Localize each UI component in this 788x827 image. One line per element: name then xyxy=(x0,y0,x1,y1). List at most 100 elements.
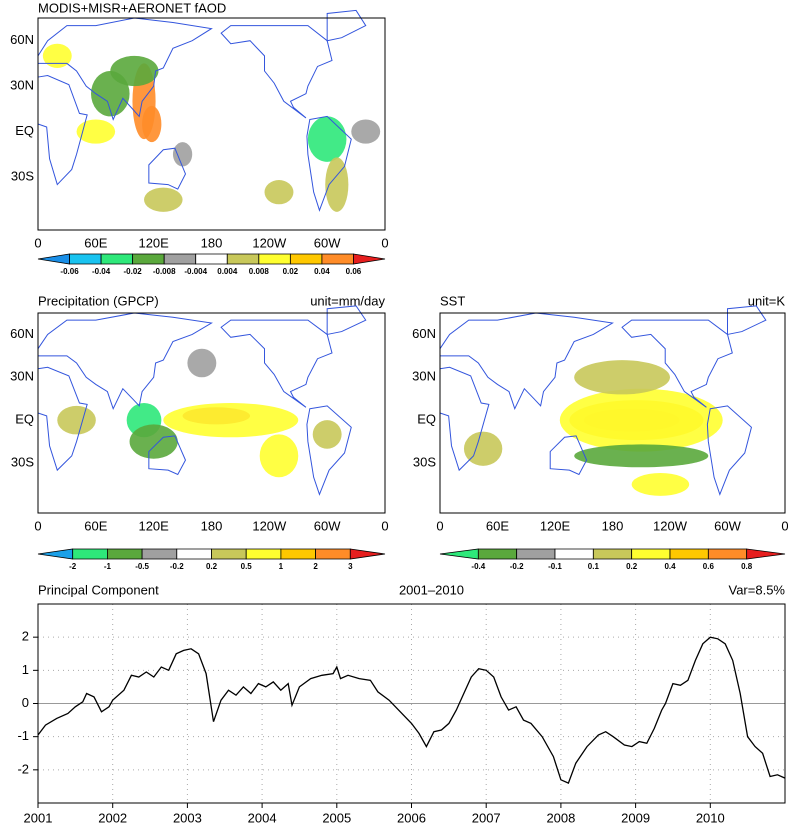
lat-label: 30S xyxy=(11,168,34,183)
map-shading xyxy=(325,157,349,212)
map-title: SST xyxy=(440,293,465,308)
lon-label: 120W xyxy=(653,518,688,533)
colorbar-swatch xyxy=(176,548,212,560)
lat-label: 60N xyxy=(10,326,34,341)
coastline xyxy=(220,25,333,119)
lat-label: EQ xyxy=(15,412,34,427)
colorbar-swatch xyxy=(353,253,386,265)
colorbar-label: -0.008 xyxy=(153,267,176,276)
colorbar-swatch xyxy=(69,253,102,265)
lat-label: EQ xyxy=(15,123,34,138)
lat-label: 30S xyxy=(413,454,436,469)
map-shading xyxy=(574,360,670,395)
lon-label: 60W xyxy=(714,518,741,533)
colorbar-swatch xyxy=(141,548,178,560)
lon-label: 60E xyxy=(84,518,107,533)
colorbar-label: 0.8 xyxy=(741,562,753,571)
colorbar-label: -0.004 xyxy=(184,267,207,276)
x-tick-label: 2003 xyxy=(173,810,202,825)
colorbar-label: 0.4 xyxy=(664,562,676,571)
x-tick-label: 2008 xyxy=(546,810,575,825)
lat-label: 30N xyxy=(10,78,34,93)
coastline xyxy=(148,147,187,190)
colorbar-label: 0.02 xyxy=(283,267,299,276)
map-shading xyxy=(739,363,774,392)
lon-label: 120W xyxy=(252,235,287,250)
y-tick-label: -1 xyxy=(17,728,29,743)
map-shading xyxy=(76,119,116,144)
colorbar-label: 0.004 xyxy=(217,267,238,276)
coastline xyxy=(148,435,187,476)
lon-label: 180 xyxy=(201,518,223,533)
x-tick-label: 2005 xyxy=(322,810,351,825)
colorbar-swatch xyxy=(37,253,70,265)
colorbar-label: 1 xyxy=(279,562,284,571)
map-shading xyxy=(110,55,159,87)
colorbar-swatch xyxy=(477,548,518,560)
map-shading xyxy=(163,403,299,438)
chart-subtitle: 2001–2010 xyxy=(399,582,464,597)
colorbar-label: 0.2 xyxy=(626,562,638,571)
map-frame xyxy=(439,312,786,514)
colorbar-swatch xyxy=(592,548,633,560)
map-unit: unit=mm/day xyxy=(310,293,385,308)
map-shading xyxy=(264,180,294,205)
colorbar-swatch xyxy=(211,548,247,560)
coastline xyxy=(37,366,88,472)
coastline xyxy=(306,405,352,496)
lon-label: 180 xyxy=(602,518,624,533)
colorbar-swatch xyxy=(37,548,74,560)
colorbar-label: -0.5 xyxy=(135,562,149,571)
lon-label: 60E xyxy=(486,518,509,533)
colorbar-label: -0.2 xyxy=(510,562,524,571)
map-shading xyxy=(142,105,162,143)
colorbar-label: 0.06 xyxy=(346,267,362,276)
colorbar-swatch xyxy=(631,548,671,560)
coastline xyxy=(37,17,213,121)
colorbar-swatch xyxy=(132,253,165,265)
coastline xyxy=(621,319,733,408)
colorbar-label: 0.2 xyxy=(206,562,218,571)
colorbar-swatch xyxy=(258,253,291,265)
lon-label: 0 xyxy=(781,518,788,533)
annotation: Var=8.5% xyxy=(729,582,786,597)
x-tick-label: 2002 xyxy=(98,810,127,825)
colorbar-swatch xyxy=(746,548,786,560)
colorbar-swatch xyxy=(315,548,351,560)
colorbar-swatch xyxy=(72,548,108,560)
colorbar-label: -0.1 xyxy=(548,562,562,571)
map-shading xyxy=(312,420,342,449)
lon-label: 120E xyxy=(138,235,169,250)
coastline xyxy=(326,305,367,336)
lat-label: 30S xyxy=(11,454,34,469)
colorbar-label: -0.06 xyxy=(60,267,79,276)
lat-label: 30N xyxy=(412,369,436,384)
colorbar-swatch xyxy=(280,548,317,560)
colorbar-swatch xyxy=(100,253,134,265)
lon-label: 120E xyxy=(138,518,169,533)
colorbar-label: 0.5 xyxy=(241,562,253,571)
colorbar-swatch xyxy=(226,253,260,265)
x-tick-label: 2007 xyxy=(472,810,501,825)
map-title: Precipitation (GPCP) xyxy=(38,293,159,308)
lon-label: 60W xyxy=(314,235,341,250)
colorbar-label: -0.04 xyxy=(92,267,111,276)
lat-label: 30N xyxy=(10,369,34,384)
colorbar-swatch xyxy=(439,548,479,560)
map-shading xyxy=(574,444,709,468)
coastline xyxy=(37,75,88,186)
map-shading xyxy=(559,388,723,452)
lon-label: 0 xyxy=(381,518,388,533)
coastline xyxy=(549,435,588,476)
map-shading xyxy=(172,142,193,167)
chart-title: Principal Component xyxy=(38,582,159,597)
colorbar-swatch xyxy=(107,548,143,560)
colorbar-label: 0.04 xyxy=(314,267,330,276)
lon-label: 0 xyxy=(381,235,388,250)
y-tick-label: 1 xyxy=(22,662,29,677)
lat-label: 60N xyxy=(10,32,34,47)
map-shading xyxy=(307,116,347,162)
colorbar-label: -1 xyxy=(104,562,112,571)
colorbar-swatch xyxy=(321,253,354,265)
coastline xyxy=(37,312,213,411)
